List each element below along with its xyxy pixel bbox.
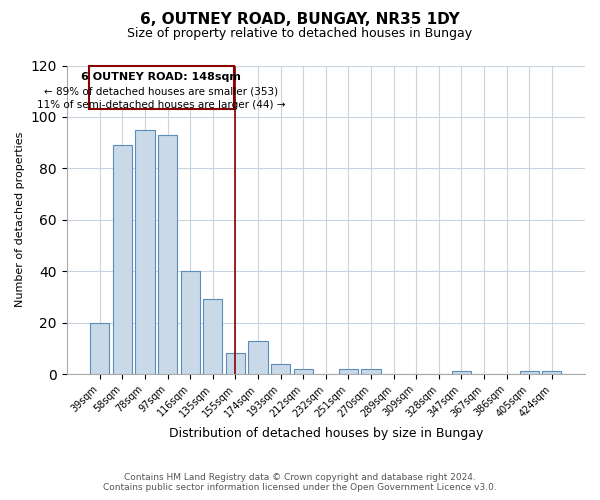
Text: Contains HM Land Registry data © Crown copyright and database right 2024.
Contai: Contains HM Land Registry data © Crown c… — [103, 473, 497, 492]
Bar — [542, 372, 562, 374]
Bar — [90, 322, 109, 374]
Bar — [520, 372, 539, 374]
Bar — [203, 300, 223, 374]
Bar — [248, 340, 268, 374]
Y-axis label: Number of detached properties: Number of detached properties — [15, 132, 25, 308]
Bar — [113, 145, 132, 374]
Text: ← 89% of detached houses are smaller (353): ← 89% of detached houses are smaller (35… — [44, 86, 278, 96]
Bar — [452, 372, 471, 374]
Bar — [181, 271, 200, 374]
X-axis label: Distribution of detached houses by size in Bungay: Distribution of detached houses by size … — [169, 427, 483, 440]
Bar — [361, 369, 380, 374]
Bar — [226, 354, 245, 374]
FancyBboxPatch shape — [89, 66, 234, 109]
Bar — [136, 130, 155, 374]
Bar — [158, 135, 177, 374]
Text: Size of property relative to detached houses in Bungay: Size of property relative to detached ho… — [127, 28, 473, 40]
Text: 11% of semi-detached houses are larger (44) →: 11% of semi-detached houses are larger (… — [37, 100, 286, 110]
Text: 6 OUTNEY ROAD: 148sqm: 6 OUTNEY ROAD: 148sqm — [82, 72, 241, 82]
Bar — [339, 369, 358, 374]
Bar — [293, 369, 313, 374]
Text: 6, OUTNEY ROAD, BUNGAY, NR35 1DY: 6, OUTNEY ROAD, BUNGAY, NR35 1DY — [140, 12, 460, 28]
Bar — [271, 364, 290, 374]
